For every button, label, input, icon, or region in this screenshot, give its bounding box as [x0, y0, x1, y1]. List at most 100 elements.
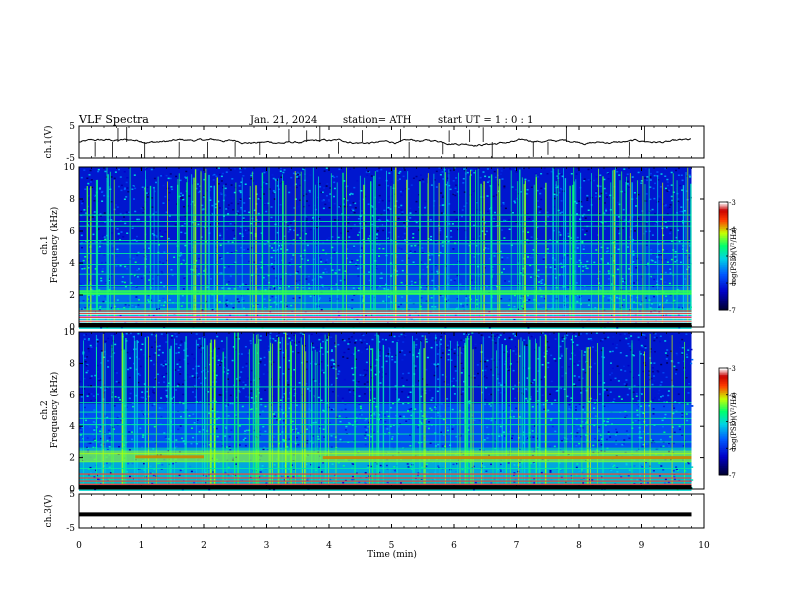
- noise-pixel: [600, 349, 603, 352]
- noise-pixel: [375, 264, 378, 267]
- noise-pixel: [453, 279, 456, 282]
- noise-pixel: [165, 407, 168, 410]
- noise-pixel: [652, 440, 655, 442]
- freq-row: [79, 236, 692, 239]
- noise-pixel: [129, 387, 132, 389]
- noise-pixel: [340, 277, 343, 279]
- noise-pixel: [187, 209, 190, 211]
- noise-pixel: [168, 438, 171, 440]
- noise-pixel: [516, 239, 518, 241]
- noise-pixel: [130, 388, 133, 390]
- noise-pixel: [307, 275, 310, 278]
- noise-pixel: [322, 241, 325, 244]
- noise-pixel: [441, 171, 444, 173]
- noise-pixel: [219, 232, 222, 235]
- noise-pixel: [109, 472, 112, 474]
- noise-pixel: [120, 231, 123, 233]
- noise-pixel: [162, 315, 165, 317]
- noise-pixel: [150, 346, 153, 348]
- noise-pixel: [298, 231, 301, 233]
- noise-pixel: [305, 220, 308, 222]
- noise-pixel: [309, 295, 312, 298]
- noise-pixel: [110, 274, 113, 276]
- noise-pixel: [565, 236, 568, 239]
- noise-pixel: [150, 359, 153, 362]
- noise-pixel: [332, 408, 335, 410]
- freq-row: [79, 332, 692, 335]
- noise-pixel: [147, 299, 150, 301]
- noise-pixel: [648, 230, 651, 232]
- noise-pixel: [153, 392, 156, 394]
- noise-pixel: [123, 307, 126, 309]
- noise-pixel: [387, 355, 390, 358]
- noise-pixel: [657, 392, 660, 395]
- noise-pixel: [320, 333, 323, 336]
- noise-pixel: [625, 430, 628, 432]
- noise-pixel: [193, 481, 196, 484]
- noise-pixel: [452, 424, 455, 427]
- noise-pixel: [317, 466, 320, 469]
- noise-pixel: [616, 344, 619, 346]
- noise-pixel: [135, 240, 138, 242]
- noise-pixel: [406, 463, 409, 465]
- noise-pixel: [360, 210, 363, 212]
- noise-pixel: [178, 383, 180, 386]
- noise-pixel: [397, 179, 400, 182]
- noise-pixel: [485, 377, 488, 379]
- noise-pixel: [587, 400, 590, 403]
- noise-pixel: [125, 181, 128, 184]
- freq-row: [79, 248, 692, 251]
- noise-pixel: [135, 275, 138, 278]
- noise-pixel: [513, 318, 516, 321]
- noise-pixel: [651, 383, 654, 386]
- noise-pixel: [656, 283, 659, 286]
- noise-pixel: [582, 409, 584, 411]
- noise-pixel: [475, 245, 478, 247]
- noise-pixel: [560, 173, 563, 175]
- noise-pixel: [628, 469, 631, 471]
- noise-pixel: [370, 414, 373, 416]
- noise-pixel: [452, 385, 455, 387]
- noise-pixel: [521, 226, 524, 229]
- noise-pixel: [517, 280, 520, 282]
- noise-pixel: [265, 482, 268, 484]
- noise-pixel: [273, 242, 276, 244]
- noise-pixel: [87, 195, 90, 197]
- noise-pixel: [124, 265, 127, 268]
- noise-pixel: [646, 266, 649, 268]
- noise-pixel: [138, 315, 141, 317]
- noise-pixel: [219, 364, 221, 366]
- noise-pixel: [165, 437, 168, 440]
- low-freq-floor: [79, 323, 692, 327]
- noise-pixel: [525, 437, 527, 439]
- noise-pixel: [146, 390, 149, 393]
- noise-pixel: [146, 357, 149, 359]
- noise-pixel: [424, 205, 427, 208]
- noise-pixel: [330, 350, 333, 352]
- noise-pixel: [631, 176, 634, 178]
- noise-pixel: [573, 332, 576, 334]
- noise-pixel: [439, 415, 442, 417]
- noise-pixel: [620, 369, 623, 371]
- noise-pixel: [670, 258, 673, 261]
- noise-pixel: [282, 334, 285, 336]
- noise-pixel: [143, 469, 146, 471]
- noise-pixel: [352, 287, 355, 289]
- noise-pixel: [463, 191, 466, 193]
- noise-pixel: [114, 171, 117, 173]
- noise-pixel: [559, 468, 562, 470]
- noise-pixel: [607, 299, 610, 301]
- noise-pixel: [242, 217, 245, 219]
- noise-pixel: [131, 431, 133, 433]
- noise-pixel: [217, 183, 220, 185]
- noise-pixel: [299, 332, 302, 334]
- noise-pixel: [276, 249, 279, 251]
- noise-pixel: [681, 210, 684, 213]
- noise-pixel: [154, 219, 157, 222]
- noise-pixel: [581, 427, 584, 429]
- noise-pixel: [421, 415, 424, 417]
- noise-pixel: [116, 416, 119, 419]
- noise-pixel: [200, 382, 203, 384]
- noise-pixel: [484, 222, 487, 224]
- noise-pixel: [528, 299, 531, 301]
